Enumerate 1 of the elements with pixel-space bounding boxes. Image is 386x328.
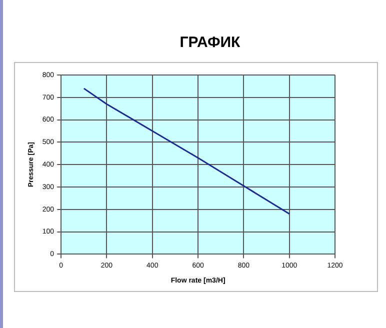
chart-title: ГРАФИК — [178, 34, 242, 51]
